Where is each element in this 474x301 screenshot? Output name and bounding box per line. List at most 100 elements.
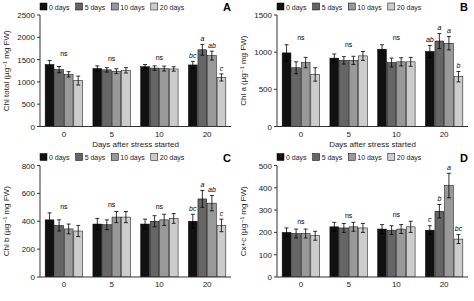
error-line — [429, 45, 430, 57]
error-cap — [437, 33, 441, 34]
annotation: ns — [60, 203, 68, 210]
bar — [102, 70, 111, 127]
error-cap — [447, 36, 451, 37]
bar — [445, 43, 454, 126]
error-cap — [210, 210, 214, 211]
error-bar — [124, 68, 128, 73]
error-cap — [114, 73, 118, 74]
bar — [406, 227, 415, 277]
error-cap — [48, 60, 52, 61]
error-line — [78, 225, 79, 236]
error-cap — [380, 44, 384, 45]
error-bar — [390, 58, 394, 67]
error-cap — [332, 231, 336, 232]
annotation: a — [200, 35, 204, 42]
x-tick-label: 0 — [62, 280, 67, 289]
bar — [301, 63, 310, 127]
error-cap — [200, 190, 204, 191]
y-tick-label: 1000 — [254, 48, 272, 57]
x-axis — [40, 277, 231, 278]
error-line — [343, 57, 344, 64]
error-line — [125, 68, 126, 73]
panel: 050010001500051020Days after stress star… — [239, 1, 468, 149]
error-line — [202, 44, 203, 55]
bar — [217, 225, 226, 277]
legend-item: 10 days — [111, 154, 145, 163]
error-cap — [304, 229, 308, 230]
annotation: bc — [189, 205, 197, 212]
x-tick-label: 10 — [155, 130, 164, 139]
error-cap — [67, 233, 71, 234]
error-cap — [294, 237, 298, 238]
error-line — [296, 229, 297, 238]
error-cap — [219, 73, 223, 74]
error-cap — [153, 65, 157, 66]
error-cap — [219, 81, 223, 82]
error-bar — [437, 34, 441, 49]
x-tick-label: 20 — [440, 280, 449, 289]
legend-label: 5 days — [322, 4, 343, 12]
annotation: ns — [108, 201, 116, 208]
error-bar — [380, 225, 384, 234]
error-cap — [124, 211, 128, 212]
bar — [359, 228, 368, 277]
error-cap — [390, 58, 394, 59]
error-cap — [172, 66, 176, 67]
y-tick-label: 400 — [22, 217, 36, 226]
annotation: bc — [189, 52, 197, 59]
x-tick-label: 10 — [392, 130, 401, 139]
legend-swatch — [111, 154, 118, 161]
error-cap — [143, 68, 147, 69]
bar — [64, 74, 73, 126]
annotation: a — [447, 164, 451, 171]
y-tick-label: 300 — [259, 206, 273, 215]
error-bar — [351, 222, 355, 231]
error-bar — [200, 191, 204, 208]
legend-item: 10 days — [111, 3, 145, 12]
error-line — [116, 211, 117, 222]
error-cap — [361, 223, 365, 224]
error-bar — [399, 58, 403, 66]
error-line — [125, 211, 126, 222]
error-cap — [162, 225, 166, 226]
bar — [169, 69, 178, 127]
error-cap — [428, 234, 432, 235]
panel-title: C — [223, 152, 231, 164]
error-cap — [380, 53, 384, 54]
legend-label: 20 days — [397, 4, 422, 12]
error-cap — [342, 56, 346, 57]
y-tick — [274, 210, 277, 211]
error-line — [448, 173, 449, 198]
y-axis-label: Chl b (µg⁻¹ mg FW) — [2, 186, 11, 257]
bar — [112, 217, 121, 277]
figure: 05001000150020002500051020Days after str… — [0, 0, 474, 301]
error-line — [49, 213, 50, 227]
bar — [198, 50, 207, 127]
error-line — [286, 45, 287, 61]
error-bar — [332, 54, 336, 62]
legend: 0 days5 days10 days20 days — [40, 154, 185, 163]
annotation: a — [447, 27, 451, 34]
error-bar — [162, 66, 166, 71]
error-cap — [428, 57, 432, 58]
bar — [292, 68, 301, 127]
error-cap — [447, 197, 451, 198]
y-tick-label: 2500 — [17, 11, 35, 20]
y-tick-label: 500 — [22, 100, 36, 109]
error-cap — [437, 48, 441, 49]
error-cap — [67, 224, 71, 225]
x-tick-label: 0 — [299, 280, 304, 289]
legend-label: 0 days — [49, 4, 70, 12]
legend-label: 5 days — [85, 4, 106, 12]
panel-title: A — [223, 1, 231, 13]
bar — [397, 229, 406, 277]
error-cap — [351, 222, 355, 223]
error-bar — [285, 228, 289, 237]
error-cap — [200, 55, 204, 56]
error-cap — [399, 57, 403, 58]
error-bar — [191, 61, 195, 68]
annotation: ns — [156, 203, 164, 210]
annotation: ns — [393, 211, 401, 218]
error-cap — [153, 215, 157, 216]
annotation: c — [428, 216, 432, 223]
